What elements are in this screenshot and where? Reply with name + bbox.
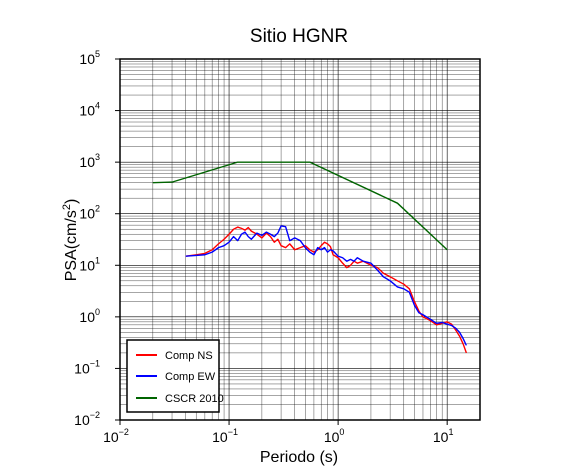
x-tick-label: 10−2 — [103, 427, 129, 445]
legend-item-cscr-2010: CSCR 2010 — [136, 393, 224, 405]
y-tick-label: 105 — [79, 49, 100, 67]
legend-label-comp-ns: Comp NS — [165, 350, 213, 362]
y-tick-label: 10−1 — [74, 358, 100, 376]
series-line-cscr-2010 — [152, 161, 448, 251]
y-axis-ticks: 10−2 10−1 100 101 102 103 104 105 — [74, 49, 120, 428]
y-axis-label-base: PSA(cm/s — [63, 210, 80, 281]
x-axis-ticks: 10−2 10−1 100 101 — [103, 420, 453, 445]
y-tick-label: 102 — [79, 204, 100, 222]
plot-frame — [119, 58, 481, 421]
legend-item-comp-ew: Comp EW — [136, 371, 216, 383]
y-tick-label: 10−2 — [74, 410, 100, 428]
y-axis-label: PSA(cm/s2) — [61, 199, 80, 282]
y-tick-label: 100 — [79, 307, 100, 325]
series-layer — [152, 161, 468, 354]
x-tick-label: 100 — [324, 427, 345, 445]
x-axis-label: Periodo (s) — [260, 449, 338, 466]
y-axis-label-exponent: 2 — [61, 204, 73, 210]
series-line-comp-ns — [185, 226, 468, 354]
legend-label-cscr-2010: CSCR 2010 — [165, 393, 224, 405]
chart-title: Sitio HGNR — [250, 26, 348, 47]
legend-item-comp-ns: Comp NS — [136, 350, 213, 362]
x-tick-label: 101 — [433, 427, 454, 445]
legend: Comp NS Comp EW CSCR 2010 — [126, 339, 224, 413]
y-tick-label: 103 — [79, 152, 100, 170]
y-tick-label: 101 — [79, 255, 100, 273]
x-tick-label: 10−1 — [212, 427, 238, 445]
y-axis-label-close: ) — [63, 199, 80, 204]
series-line-comp-ew — [185, 225, 468, 346]
y-tick-label: 104 — [79, 101, 100, 119]
legend-label-comp-ew: Comp EW — [165, 371, 216, 383]
